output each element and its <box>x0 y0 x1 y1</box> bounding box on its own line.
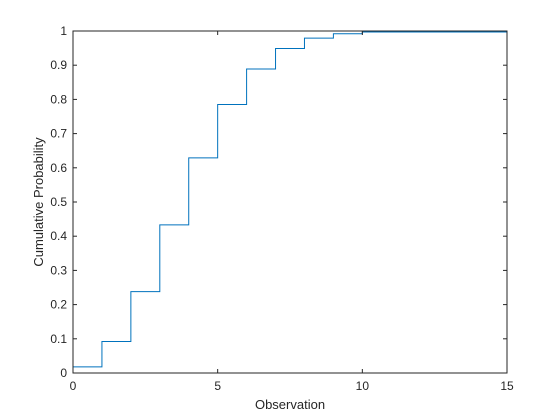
y-tick-label: 1 <box>60 24 67 38</box>
y-tick-label: 0.5 <box>50 195 67 209</box>
x-tick-label: 5 <box>214 379 221 393</box>
x-tick-label: 15 <box>500 379 514 393</box>
y-tick-label: 0.7 <box>50 127 67 141</box>
y-axis-ticks: 0 0.1 0.2 0.3 0.4 0.5 0.6 0.7 0.8 0.9 1 <box>50 24 507 380</box>
x-tick-label: 10 <box>356 379 370 393</box>
y-tick-label: 0.1 <box>50 332 67 346</box>
y-tick-label: 0 <box>60 366 67 380</box>
series-layer <box>73 31 508 368</box>
y-tick-label: 0.3 <box>50 263 67 277</box>
plot-area <box>73 31 507 373</box>
y-tick-label: 0.9 <box>50 58 67 72</box>
x-axis-label: Observation <box>255 397 325 412</box>
y-tick-label: 0.8 <box>50 92 67 106</box>
y-tick-label: 0.4 <box>50 229 67 243</box>
x-tick-label: 0 <box>70 379 77 393</box>
x-axis-ticks: 0 5 10 15 <box>70 31 514 393</box>
y-axis-label: Cumulative Probability <box>31 137 46 267</box>
y-tick-label: 0.6 <box>50 161 67 175</box>
y-tick-label: 0.2 <box>50 298 67 312</box>
series-line-0 <box>73 31 508 368</box>
